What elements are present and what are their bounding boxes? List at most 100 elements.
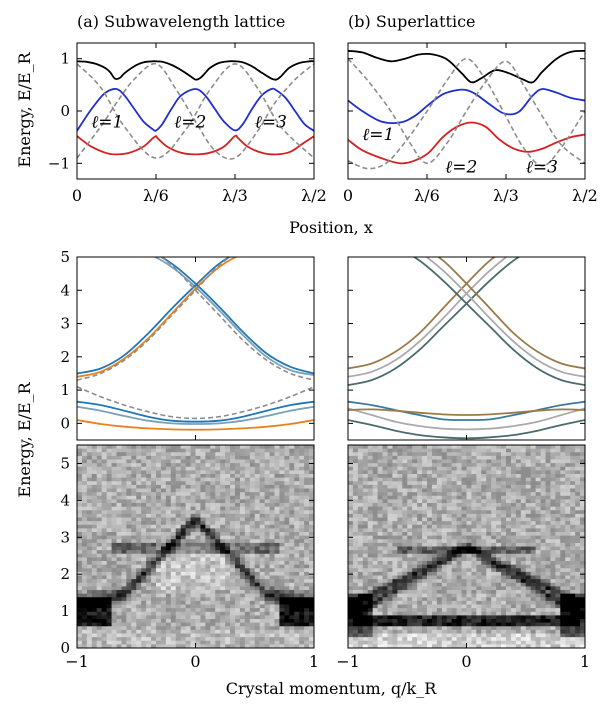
heatmap-cell bbox=[111, 550, 118, 555]
heatmap-cell bbox=[461, 579, 468, 584]
heatmap-cell bbox=[520, 557, 527, 562]
heatmap-cell bbox=[348, 600, 354, 606]
heatmap-cell bbox=[81, 546, 88, 551]
heatmap-cell bbox=[210, 615, 216, 620]
heatmap-cell bbox=[299, 575, 305, 580]
heatmap-cell bbox=[520, 513, 527, 519]
heatmap-cell bbox=[367, 488, 374, 493]
heatmap-cell bbox=[205, 597, 211, 602]
heatmap-cell bbox=[195, 557, 202, 562]
heatmap-cell bbox=[225, 590, 231, 595]
heatmap-cell bbox=[520, 470, 527, 475]
heatmap-cell bbox=[165, 564, 172, 569]
heatmap-cell bbox=[520, 550, 527, 555]
heatmap-cell bbox=[101, 575, 108, 580]
heatmap-cell bbox=[91, 488, 98, 493]
heatmap-cell bbox=[151, 466, 157, 471]
heatmap-cell bbox=[407, 615, 413, 620]
heatmap-cell bbox=[431, 615, 438, 620]
heatmap-cell bbox=[264, 568, 271, 573]
heatmap-cell bbox=[141, 571, 147, 577]
heatmap-cell bbox=[205, 528, 211, 533]
heatmap-cell bbox=[289, 452, 295, 457]
heatmap-cell bbox=[146, 593, 152, 598]
heatmap-cell bbox=[195, 568, 202, 573]
heatmap-cell bbox=[190, 484, 197, 490]
heatmap-cell bbox=[496, 557, 502, 562]
heatmap-cell bbox=[510, 495, 517, 500]
heatmap-cell bbox=[254, 619, 261, 624]
heatmap-cell bbox=[190, 452, 197, 457]
heatmap-cell bbox=[461, 445, 468, 450]
heatmap-cell bbox=[382, 484, 389, 490]
heatmap-cell bbox=[362, 477, 369, 482]
heatmap-cell bbox=[131, 619, 137, 624]
heatmap-cell bbox=[259, 521, 266, 526]
heatmap-cell bbox=[506, 448, 512, 453]
heatmap-cell bbox=[451, 474, 458, 479]
heatmap-cell bbox=[86, 455, 93, 461]
heatmap-cell bbox=[200, 597, 206, 602]
heatmap-cell bbox=[491, 463, 497, 468]
heatmap-cell bbox=[407, 484, 413, 490]
heatmap-cell bbox=[170, 499, 177, 504]
heatmap-cell bbox=[190, 546, 197, 551]
heatmap-cell bbox=[225, 550, 231, 555]
heatmap-cell bbox=[431, 557, 438, 562]
heatmap-cell bbox=[471, 557, 477, 562]
heatmap-cell bbox=[165, 615, 172, 620]
heatmap-cell bbox=[91, 626, 98, 631]
heatmap-cell bbox=[540, 470, 547, 475]
heatmap-cell bbox=[165, 644, 172, 648]
heatmap-cell bbox=[200, 455, 206, 461]
heatmap-cell bbox=[215, 640, 221, 645]
heatmap-cell bbox=[244, 542, 251, 548]
heatmap-cell bbox=[81, 622, 88, 627]
heatmap-cell bbox=[101, 492, 108, 497]
heatmap-cell bbox=[451, 568, 458, 573]
heatmap-cell bbox=[96, 586, 103, 591]
heatmap-cell bbox=[491, 568, 497, 573]
heatmap-cell bbox=[525, 470, 532, 475]
heatmap-cell bbox=[481, 546, 487, 551]
heatmap-cell bbox=[91, 550, 98, 555]
heatmap-cell bbox=[377, 495, 384, 500]
heatmap-cell bbox=[160, 611, 167, 616]
heatmap-cell bbox=[244, 470, 251, 475]
heatmap-cell bbox=[106, 506, 113, 511]
heatmap-cell bbox=[446, 506, 453, 511]
heatmap-cell bbox=[357, 579, 364, 584]
heatmap-cell bbox=[96, 619, 103, 624]
heatmap-cell bbox=[471, 539, 477, 544]
heatmap-cell bbox=[491, 542, 497, 548]
heatmap-cell bbox=[274, 575, 281, 580]
heatmap-cell bbox=[506, 488, 512, 493]
heatmap-cell bbox=[151, 608, 157, 613]
heatmap-cell bbox=[304, 459, 310, 464]
heatmap-cell bbox=[274, 452, 281, 457]
heatmap-cell bbox=[431, 644, 438, 648]
heatmap-cell bbox=[146, 492, 152, 497]
heatmap-cell bbox=[530, 463, 537, 468]
heatmap-cell bbox=[235, 528, 241, 533]
heatmap-cell bbox=[235, 626, 241, 631]
heatmap-cell bbox=[471, 571, 477, 577]
heatmap-cell bbox=[126, 622, 132, 627]
heatmap-cell bbox=[304, 550, 310, 555]
heatmap-cell bbox=[215, 600, 221, 606]
heatmap-cell bbox=[496, 600, 502, 606]
heatmap-cell bbox=[545, 448, 552, 453]
heatmap-cell bbox=[239, 604, 246, 609]
heatmap-cell bbox=[407, 488, 413, 493]
heatmap-cell bbox=[367, 499, 374, 504]
heatmap-cell bbox=[289, 513, 295, 519]
heatmap-cell bbox=[249, 503, 256, 508]
heatmap-cell bbox=[264, 600, 271, 606]
heatmap-cell bbox=[200, 626, 206, 631]
heatmap-cell bbox=[274, 477, 281, 482]
heatmap-cell bbox=[309, 561, 314, 566]
heatmap-cell bbox=[111, 590, 118, 595]
heatmap-cell bbox=[96, 542, 103, 548]
heatmap-cell bbox=[264, 579, 271, 584]
heatmap-cell bbox=[96, 568, 103, 573]
